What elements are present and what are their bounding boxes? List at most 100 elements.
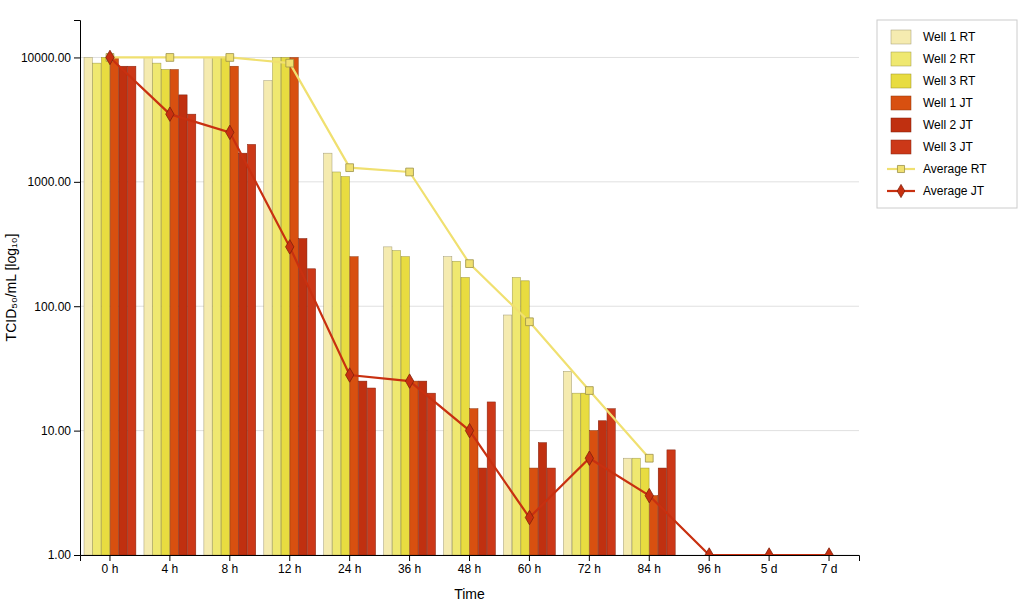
bar-series [128, 66, 676, 555]
bar [281, 57, 289, 555]
tick-mark [289, 555, 290, 561]
bar [273, 57, 281, 555]
bar [93, 63, 101, 555]
tick-label: 12 h [278, 562, 301, 576]
marker [585, 387, 593, 395]
marker [465, 423, 473, 437]
tick-label: 96 h [698, 562, 721, 576]
legend-label: Well 2 JT [923, 118, 973, 132]
bar-series [110, 57, 658, 555]
bar [607, 409, 615, 555]
marker [345, 368, 353, 382]
marker [765, 548, 773, 555]
tick-mark [74, 182, 80, 183]
legend-label: Average RT [923, 162, 987, 176]
tick-label: 5 d [761, 562, 778, 576]
y-tick: 100.00 [34, 300, 80, 314]
bar [623, 458, 631, 555]
x-tick: 48 h [458, 555, 481, 576]
chart: 0 h4 h8 h12 h24 h36 h48 h60 h72 h84 h96 … [0, 0, 1024, 613]
tick-mark [74, 306, 80, 307]
x-tick: 12 h [278, 555, 301, 576]
axis-domain [74, 21, 81, 556]
grid [80, 57, 859, 555]
bar [332, 172, 340, 555]
bar-series [119, 66, 667, 555]
x-tick: 72 h [578, 555, 601, 576]
x-tick: 96 h [698, 555, 721, 576]
tick-label: 100.00 [34, 300, 71, 314]
tick-mark [109, 555, 110, 561]
bar [444, 257, 452, 555]
bar [264, 81, 272, 555]
bar [538, 443, 546, 555]
tick-mark [409, 555, 410, 561]
bar [299, 239, 307, 555]
legend-item: Well 1 RT [891, 30, 976, 44]
legend-label: Well 1 RT [923, 30, 976, 44]
bar [512, 278, 520, 555]
bar [153, 63, 161, 555]
axis-domain [81, 556, 860, 562]
marker [825, 548, 833, 555]
bar [632, 458, 640, 555]
bar [247, 144, 255, 555]
tick-label: 1.00 [48, 548, 72, 562]
legend-frame [877, 20, 1017, 208]
legend-symbol [891, 140, 911, 154]
legend-symbol [891, 30, 911, 44]
bar [641, 468, 649, 555]
marker [585, 451, 593, 465]
bar [401, 257, 409, 555]
bar [384, 247, 392, 555]
bar [581, 393, 589, 555]
y-tick: 10000.00 [21, 51, 80, 65]
bar [170, 69, 178, 555]
bar [487, 402, 495, 555]
bar [598, 421, 606, 555]
x-tick: 84 h [638, 555, 661, 576]
bar [188, 114, 196, 555]
bar [161, 69, 169, 555]
legend-label: Well 3 RT [923, 74, 976, 88]
bar [503, 315, 511, 555]
tick-label: 72 h [578, 562, 601, 576]
x-tick: 8 h [221, 555, 238, 576]
tick-label: 48 h [458, 562, 481, 576]
legend-item: Average RT [887, 162, 987, 176]
tick-mark [709, 555, 710, 561]
legend-symbol [897, 184, 905, 197]
bar [119, 66, 127, 555]
bar [563, 371, 571, 555]
bar [101, 57, 109, 555]
bar [350, 257, 358, 555]
marker [406, 168, 414, 176]
bar [410, 381, 418, 555]
x-tick: 36 h [398, 555, 421, 576]
y-tick: 10.00 [41, 424, 80, 438]
tick-mark [829, 555, 830, 561]
tick-mark [74, 57, 80, 58]
marker [705, 548, 713, 555]
bar [838, 555, 846, 556]
tick-mark [529, 555, 530, 561]
marker [525, 510, 533, 524]
tick-label: 10000.00 [21, 51, 71, 65]
bar [649, 496, 657, 555]
tick-label: 60 h [518, 562, 541, 576]
tick-mark [74, 431, 80, 432]
bar [367, 388, 375, 555]
bar [110, 57, 118, 555]
tick-mark [589, 555, 590, 561]
tick-mark [349, 555, 350, 561]
bar [427, 393, 435, 555]
bar [667, 450, 675, 555]
marker [286, 240, 294, 254]
marker [286, 59, 294, 67]
legend-item: Well 2 JT [891, 118, 973, 132]
marker [645, 454, 653, 462]
marker [346, 164, 354, 172]
legend-item: Well 3 RT [891, 74, 976, 88]
x-tick: 24 h [338, 555, 361, 576]
legend-item: Well 3 JT [891, 140, 973, 154]
